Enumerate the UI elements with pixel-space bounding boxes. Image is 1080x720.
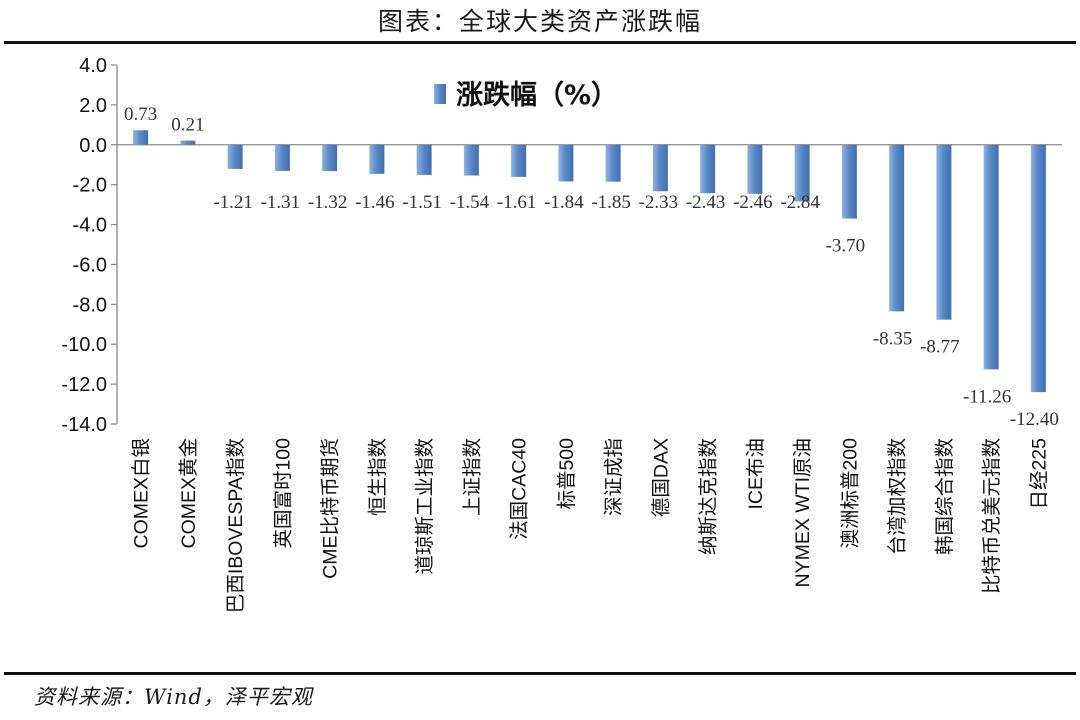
category-label: 英国富时100 — [272, 438, 294, 549]
category-label: 韩国综合指数 — [934, 438, 956, 555]
y-tick-label: -2.0 — [73, 175, 107, 197]
y-tick-label: -8.0 — [73, 294, 107, 316]
data-label: -1.85 — [591, 192, 631, 213]
bar — [558, 144, 574, 182]
category-label: 恒生指数 — [367, 438, 389, 516]
bar — [700, 144, 716, 194]
category-label: NYMEX WTI原油 — [792, 438, 814, 588]
data-label: -1.46 — [355, 192, 395, 213]
y-tick-label: -4.0 — [73, 215, 107, 237]
bar — [274, 144, 290, 171]
bar — [983, 144, 999, 370]
y-tick-label: 2.0 — [79, 95, 107, 117]
category-label: ICE布油 — [745, 438, 767, 510]
category-label: 巴西IBOVESPA指数 — [225, 438, 247, 613]
data-label: -8.35 — [873, 328, 913, 349]
bar — [794, 144, 810, 202]
category-label: 上证指数 — [461, 438, 483, 516]
data-label: -2.84 — [780, 192, 820, 213]
legend: 涨跌幅（%） — [434, 80, 618, 111]
data-label: -2.43 — [686, 192, 726, 213]
category-label-layer: COMEX白银 COMEX黄金 巴西IBOVESPA指数 英国富时100 CME比特币期… — [131, 438, 1051, 613]
y-tick-label: 0.0 — [79, 135, 107, 157]
data-label: -1.32 — [308, 192, 348, 213]
bar — [605, 144, 621, 182]
y-tick-label: -12.0 — [61, 374, 107, 396]
bar — [936, 144, 952, 320]
figure-title: 图表：全球大类资产涨跌幅 — [377, 7, 702, 36]
bar — [1030, 144, 1046, 393]
bar — [463, 144, 479, 176]
legend-swatch — [434, 84, 446, 104]
top-rule — [4, 41, 1076, 44]
axis-layer: 4.0 2.0 0.0 -2.0 -4.0 -6.0 -8.0 -10.0 -12.0 -14.0 — [61, 55, 1062, 436]
y-tick-label: -10.0 — [61, 334, 107, 356]
bar-chart: 4.0 2.0 0.0 -2.0 -4.0 -6.0 -8.0 -10.0 -12.0 -14.0… — [61, 55, 1062, 613]
data-label: -2.46 — [733, 192, 773, 213]
bar — [889, 144, 905, 312]
data-label: -8.77 — [920, 337, 960, 358]
data-label: -1.84 — [544, 192, 584, 213]
data-label: -3.70 — [826, 236, 866, 257]
data-label: -1.31 — [261, 192, 301, 213]
legend-label: 涨跌幅（%） — [456, 80, 618, 111]
bar — [652, 144, 668, 192]
data-label: -11.26 — [963, 386, 1011, 407]
bar-layer — [133, 130, 1046, 393]
category-label: 道琼斯工业指数 — [414, 438, 436, 575]
category-label: 法国CAC40 — [509, 438, 531, 540]
data-label: -12.40 — [1010, 409, 1059, 430]
bar — [511, 144, 527, 177]
data-label: -1.61 — [497, 192, 537, 213]
y-tick-label: -14.0 — [61, 414, 107, 436]
category-label: CME比特币期货 — [320, 438, 342, 579]
bar — [747, 144, 763, 194]
category-label: 比特币兑美元指数 — [981, 438, 1003, 594]
data-label: -2.33 — [639, 192, 679, 213]
bottom-rule — [4, 672, 1076, 675]
data-label: 0.73 — [124, 104, 157, 125]
category-label: 纳斯达克指数 — [698, 438, 720, 555]
data-label: 0.21 — [171, 115, 204, 136]
bar — [841, 144, 857, 219]
category-label: 澳洲标普200 — [839, 438, 861, 549]
data-label: -1.21 — [213, 192, 253, 213]
bar — [133, 130, 149, 145]
bar — [369, 144, 385, 174]
bar — [227, 144, 243, 169]
category-label: 标普500 — [556, 438, 578, 510]
y-tick-label: 4.0 — [79, 55, 107, 77]
source-note: 资料来源：Wind，泽平宏观 — [34, 685, 313, 709]
bar — [416, 144, 432, 175]
category-label: 台湾加权指数 — [887, 438, 909, 555]
bar — [180, 140, 196, 145]
category-label: COMEX黄金 — [178, 438, 200, 549]
data-label: -1.54 — [450, 192, 490, 213]
category-label: COMEX白银 — [131, 438, 153, 549]
category-label: 德国DAX — [650, 438, 672, 517]
category-label: 日经225 — [1028, 438, 1050, 510]
data-label: -1.51 — [402, 192, 442, 213]
bar — [322, 144, 338, 172]
category-label: 深证成指 — [603, 438, 625, 516]
data-label-layer: 0.73 0.21 -1.21 -1.31 -1.32 -1.46 -1.51 -1.54 -1… — [124, 104, 1059, 430]
y-tick-label: -6.0 — [73, 254, 107, 276]
